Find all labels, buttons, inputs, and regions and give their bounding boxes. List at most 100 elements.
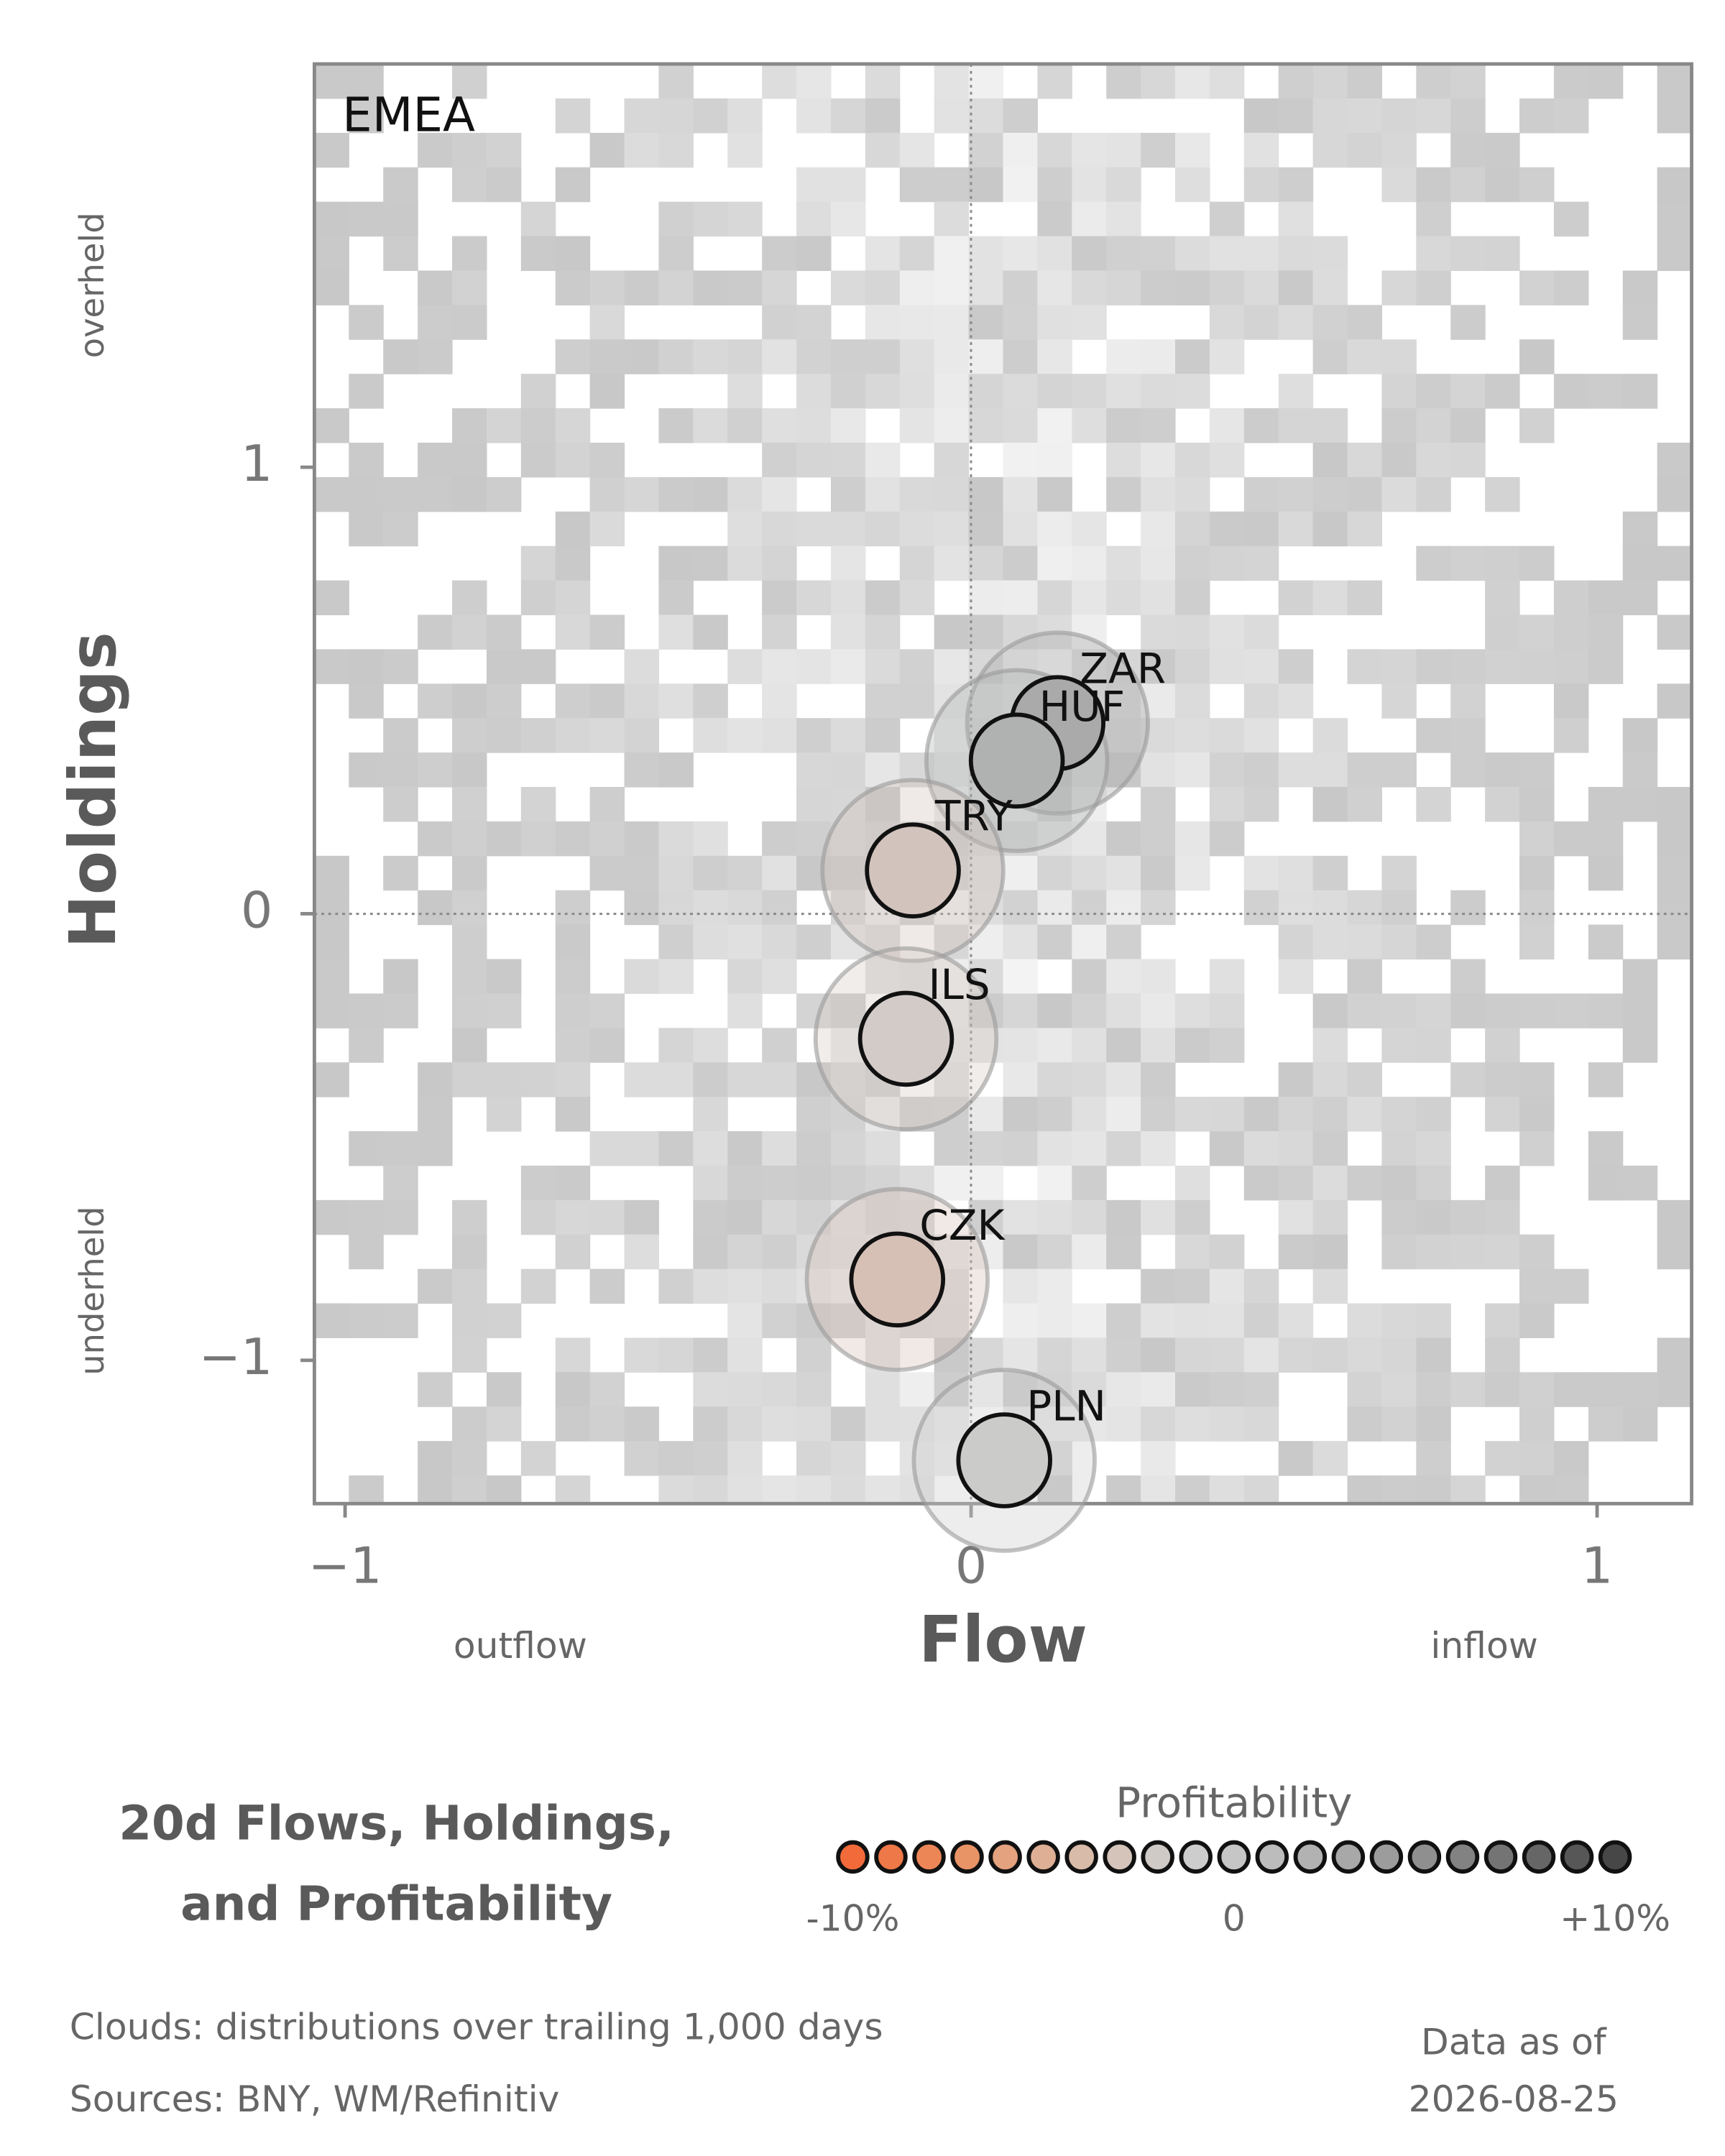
cloud-cell: [865, 305, 901, 340]
cloud-cell: [1209, 64, 1245, 99]
cloud-cell: [1416, 924, 1451, 960]
cloud-cell: [486, 683, 522, 719]
cloud-cell: [899, 1441, 935, 1476]
cloud-cell: [1141, 408, 1176, 443]
cloud-cell: [555, 821, 591, 857]
cloud-cell: [624, 683, 660, 719]
cloud-cell: [1141, 855, 1176, 891]
cloud-cell: [1278, 236, 1314, 272]
cloud-cell: [1519, 167, 1555, 203]
cloud-cell: [1312, 1131, 1348, 1166]
cloud-cell: [1485, 649, 1520, 684]
cloud-cell: [486, 1475, 522, 1504]
cloud-cell: [727, 408, 763, 443]
cloud-cell: [1278, 476, 1314, 512]
cloud-cell: [486, 132, 522, 168]
cloud-cell: [1003, 305, 1038, 340]
cloud-cell: [1106, 442, 1141, 478]
cloud-cell: [968, 1097, 1004, 1132]
cloud-cell: [349, 1028, 384, 1063]
cloud-cell: [1106, 167, 1141, 203]
cloud-cell: [1037, 1303, 1072, 1339]
cloud-cell: [693, 1165, 728, 1201]
cloud-cell: [1278, 890, 1314, 926]
cloud-cell: [1072, 201, 1107, 237]
cloud-cell: [727, 201, 763, 237]
cloud-cell: [383, 993, 418, 1028]
cloud-cell: [383, 201, 418, 237]
cloud-cell: [589, 993, 625, 1028]
cloud-cell: [418, 1268, 453, 1304]
cloud-cell: [589, 855, 625, 891]
colorbar-swatch: [1064, 1840, 1098, 1874]
cloud-cell: [1347, 752, 1382, 788]
cloud-cell: [349, 752, 384, 788]
cloud-cell: [555, 1097, 591, 1132]
cloud-cell: [1381, 476, 1417, 512]
cloud-cell: [934, 476, 970, 512]
cloud-cell: [1175, 167, 1210, 203]
cloud-cell: [1347, 98, 1382, 134]
cloud-cell: [727, 270, 763, 305]
colorbar-swatch: [1445, 1840, 1480, 1874]
cloud-cell: [899, 580, 935, 616]
cloud-cell: [1072, 1028, 1107, 1063]
cloud-cell: [1312, 476, 1348, 512]
cloud-cell: [555, 614, 591, 650]
cloud-cell: [1072, 305, 1107, 340]
cloud-cell: [1553, 64, 1589, 99]
cloud-cell: [1519, 270, 1555, 305]
cloud-cell: [1037, 132, 1072, 168]
cloud-cell: [899, 408, 935, 443]
cloud-cell: [1037, 305, 1072, 340]
cloud-cell: [865, 374, 901, 409]
cloud-cell: [1106, 1303, 1141, 1339]
cloud-cell: [1106, 1097, 1141, 1132]
cloud-cell: [658, 236, 694, 272]
cloud-cell: [830, 821, 866, 857]
cloud-cell: [865, 787, 901, 822]
cloud-cell: [1003, 1303, 1038, 1339]
cloud-cell: [1175, 1199, 1210, 1235]
cloud-cell: [1243, 132, 1279, 168]
cloud-cell: [830, 580, 866, 616]
cloud-cell: [1209, 821, 1245, 857]
cloud-cell: [693, 1131, 728, 1166]
cloud-cell: [796, 1199, 832, 1235]
cloud-cell: [1381, 442, 1417, 478]
cloud-cell: [1657, 1372, 1693, 1407]
cloud-cell: [1519, 1097, 1555, 1132]
cloud-cell: [865, 270, 901, 305]
cloud-cell: [727, 993, 763, 1028]
cloud-cell: [520, 408, 556, 443]
cloud-cell: [1381, 1475, 1417, 1504]
cloud-cell: [1003, 374, 1038, 409]
cloud-cell: [1141, 1337, 1176, 1373]
cloud-cell: [520, 718, 556, 753]
y-tick-label: −1: [199, 1328, 273, 1386]
cloud-cell: [1381, 1406, 1417, 1442]
cloud-cell: [1553, 718, 1589, 753]
cloud-cell: [452, 959, 487, 994]
cloud-cell: [1278, 1303, 1314, 1339]
cloud-cell: [693, 1441, 728, 1476]
cloud-cell: [1278, 1097, 1314, 1132]
cloud-cell: [796, 64, 832, 99]
cloud-cell: [658, 614, 694, 650]
point-label: HUF: [1039, 682, 1126, 731]
cloud-cell: [934, 649, 970, 684]
cloud-cell: [1485, 993, 1520, 1028]
cloud-cell: [796, 1131, 832, 1166]
cloud-cell: [830, 1475, 866, 1504]
x-tick-label: −1: [308, 1537, 382, 1595]
cloud-cell: [762, 1062, 797, 1097]
cloud-cell: [1141, 614, 1176, 650]
cloud-cell: [624, 1337, 660, 1373]
cloud-cell: [693, 408, 728, 443]
cloud-cell: [1003, 1337, 1038, 1373]
cloud-cell: [1416, 1372, 1451, 1407]
cloud-cell: [865, 718, 901, 753]
cloud-cell: [418, 1131, 453, 1166]
cloud-cell: [418, 1097, 453, 1132]
cloud-cell: [383, 339, 418, 374]
